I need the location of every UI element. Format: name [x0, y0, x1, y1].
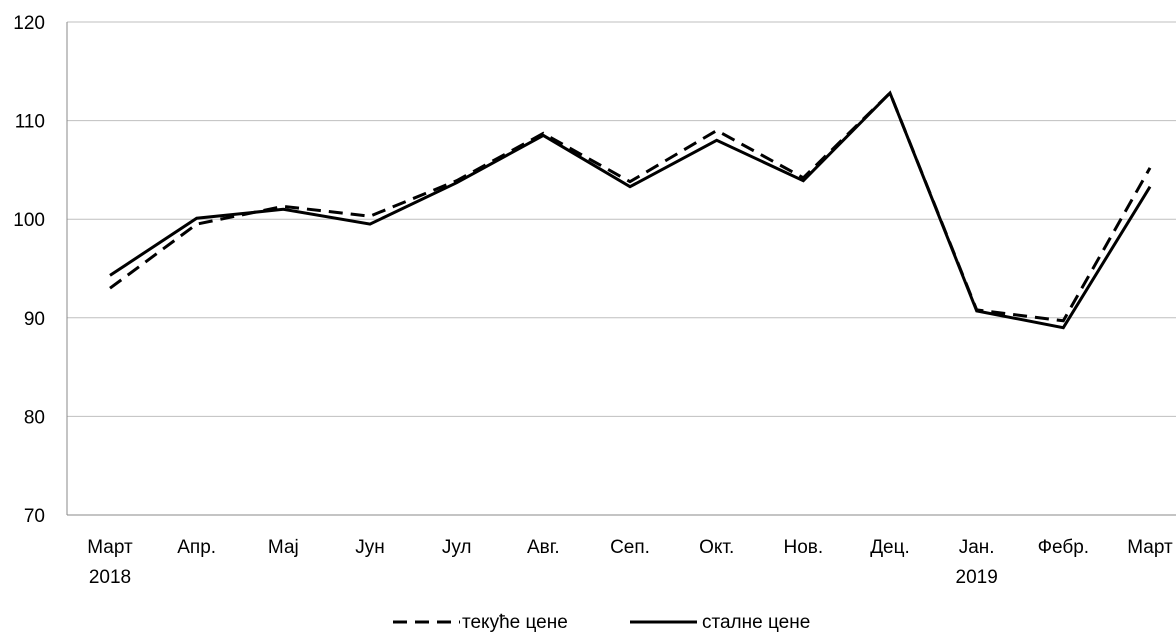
x-tick-label: Фебр.: [1038, 537, 1090, 558]
x-axis-tick-labels: Март 2018 Апр. Мај Јун Јул Авг. Сеп. Окт. Нов. Дец…: [87, 537, 1173, 588]
y-tick-label: 100: [13, 210, 45, 231]
y-axis-tick-labels: 70 80 90 100 110 120: [13, 13, 45, 527]
y-tick-label: 70: [24, 506, 45, 527]
series-line-solid: [109, 90, 1152, 330]
legend-label: сталне цене: [702, 612, 810, 633]
x-tick-label: Март: [87, 537, 133, 558]
y-tick-label: 90: [24, 309, 45, 330]
x-tick-label: Окт.: [699, 537, 734, 558]
x-tick-year-label: 2019: [956, 567, 998, 588]
y-tick-label: 80: [24, 407, 45, 428]
x-tick-label: Мај: [268, 537, 299, 558]
series-lines: [109, 90, 1152, 330]
x-tick-label: Март: [1127, 537, 1173, 558]
legend: текуће цене сталне цене: [393, 612, 810, 633]
x-tick-label: Авг.: [527, 537, 560, 558]
x-tick-label: Сеп.: [610, 537, 650, 558]
axes: [66, 22, 1176, 516]
x-tick-year-label: 2018: [89, 567, 131, 588]
gridlines: [67, 21, 1176, 417]
x-tick-label: Јун: [355, 537, 385, 558]
x-tick-label: Нов.: [783, 537, 823, 558]
series-line-dashed: [109, 90, 1152, 323]
y-tick-label: 120: [13, 13, 45, 34]
y-tick-label: 110: [15, 112, 45, 133]
x-tick-label: Дец.: [870, 537, 910, 558]
x-tick-label: Јул: [442, 537, 472, 558]
x-tick-label: Јан.: [959, 537, 995, 558]
x-tick-label: Апр.: [177, 537, 216, 558]
legend-label: текуће цене: [462, 612, 568, 633]
